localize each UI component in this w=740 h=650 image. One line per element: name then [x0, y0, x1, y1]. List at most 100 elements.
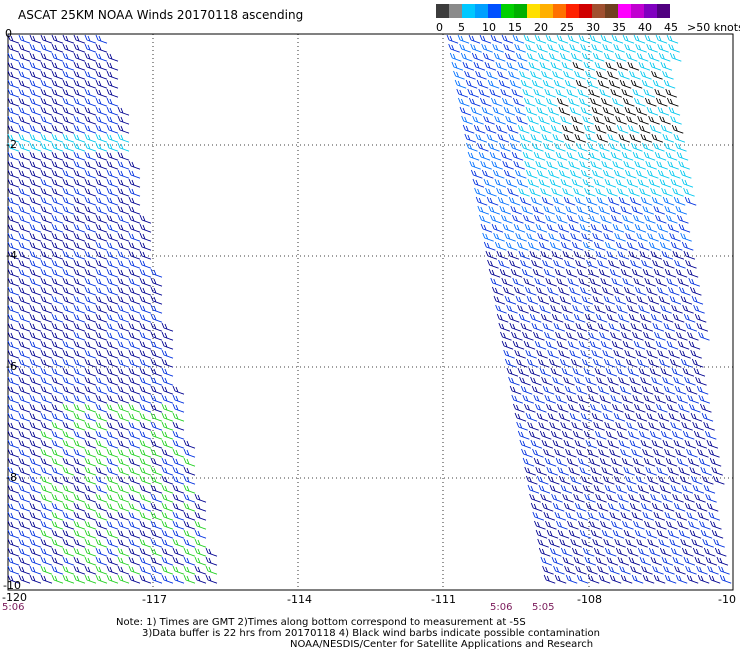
wind-barb [95, 196, 108, 206]
wind-barb [609, 448, 621, 458]
wind-barb [578, 214, 590, 224]
wind-barb [128, 385, 141, 395]
wind-barb [695, 502, 708, 512]
wind-barb [662, 70, 674, 80]
wind-barb [688, 340, 701, 350]
wind-barb [656, 403, 668, 413]
wind-barb [18, 169, 31, 179]
wind-barb [640, 439, 653, 449]
wind-barb [581, 52, 594, 62]
wind-barb [567, 520, 579, 530]
wind-barb [117, 466, 130, 476]
colorbar-swatch [527, 4, 540, 18]
wind-barb [525, 349, 537, 359]
wind-barb [612, 529, 625, 539]
wind-barb [84, 493, 97, 503]
wind-barb [539, 304, 551, 314]
wind-barb [578, 34, 591, 44]
wind-barb [139, 232, 152, 242]
wind-barb [631, 142, 643, 152]
wind-barb [571, 115, 583, 125]
wind-barb [491, 160, 503, 170]
wind-barb [40, 502, 53, 512]
wind-barb [40, 565, 53, 575]
wind-barb [692, 421, 704, 431]
wind-barb [564, 322, 577, 332]
wind-barb [596, 439, 609, 449]
wind-barb [670, 178, 683, 188]
wind-barb [95, 34, 108, 44]
wind-barb [551, 187, 563, 197]
y-tick-label: -8 [6, 471, 17, 484]
wind-barb [84, 367, 97, 377]
wind-barb [84, 511, 97, 521]
wind-barb [51, 520, 64, 530]
wind-barb [491, 223, 504, 233]
wind-barb [84, 214, 97, 224]
wind-barb [584, 556, 597, 566]
wind-barb [690, 475, 703, 485]
wind-barb [626, 421, 638, 431]
wind-barb [73, 268, 86, 278]
wind-barb [530, 70, 542, 80]
wind-barb [51, 457, 64, 467]
wind-barb [161, 556, 174, 566]
wind-barb [172, 529, 185, 539]
wind-barb [672, 493, 684, 503]
wind-barb [117, 268, 130, 278]
wind-barb [679, 475, 692, 485]
wind-barb [467, 151, 480, 161]
wind-barb [84, 151, 97, 161]
wind-barb [161, 394, 174, 404]
wind-barb [495, 304, 507, 314]
wind-barb [7, 106, 20, 116]
wind-barb [18, 538, 31, 548]
wind-barb [40, 313, 53, 323]
wind-barb [51, 97, 64, 107]
wind-barb [507, 250, 520, 260]
wind-barb [128, 322, 141, 332]
wind-barb [51, 223, 64, 233]
wind-barb [606, 250, 619, 260]
wind-barb [528, 61, 541, 71]
wind-barb [663, 79, 676, 89]
wind-barb [645, 466, 657, 476]
wind-barb [95, 439, 108, 449]
wind-barb [593, 178, 606, 188]
wind-barb [541, 133, 554, 143]
wind-barb [520, 322, 533, 332]
wind-barb [631, 205, 643, 215]
wind-barb [623, 403, 635, 413]
wind-barb [29, 178, 42, 188]
wind-barb [128, 232, 141, 242]
wind-barb [657, 475, 670, 485]
wind-barb [62, 403, 75, 413]
wind-barb [95, 52, 108, 62]
wind-barb [608, 385, 621, 395]
wind-barb [669, 358, 682, 368]
wind-barb [29, 268, 42, 278]
x-tick-label: -10 [718, 593, 736, 606]
y-tick-label: -10 [3, 579, 21, 592]
wind-barb [586, 79, 599, 89]
wind-barb [559, 358, 572, 368]
wind-barb [697, 511, 710, 521]
wind-barb [106, 466, 119, 476]
wind-barb [633, 340, 646, 350]
wind-barb [656, 529, 669, 539]
wind-barb [545, 34, 558, 44]
wind-barb [117, 376, 130, 386]
wind-barb [117, 421, 130, 431]
wind-barb [95, 457, 108, 467]
wind-barb [95, 484, 108, 494]
wind-barb [638, 304, 650, 314]
wind-barb [548, 358, 561, 368]
wind-barb [512, 340, 525, 350]
wind-barb [508, 133, 521, 143]
wind-barb [467, 88, 479, 98]
wind-barb [557, 223, 570, 233]
wind-barb [161, 421, 174, 431]
wind-barb [117, 547, 130, 557]
wind-barb [563, 376, 575, 386]
wind-barb [716, 556, 729, 566]
